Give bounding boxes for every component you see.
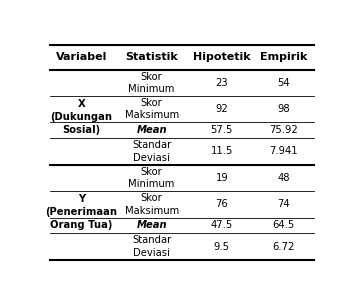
Text: Mean: Mean (136, 220, 167, 230)
Text: 76: 76 (215, 199, 228, 209)
Text: X
(Dukungan
Sosial): X (Dukungan Sosial) (50, 99, 113, 135)
Text: Y
(Penerimaan
Orang Tua): Y (Penerimaan Orang Tua) (45, 194, 118, 230)
Text: Empirik: Empirik (260, 52, 307, 62)
Text: 64.5: 64.5 (273, 220, 295, 230)
Text: 19: 19 (215, 173, 228, 183)
Text: 57.5: 57.5 (211, 125, 233, 135)
Text: Variabel: Variabel (56, 52, 107, 62)
Text: 92: 92 (215, 104, 228, 114)
Text: 74: 74 (277, 199, 290, 209)
Text: Skor
Minimum: Skor Minimum (129, 72, 175, 94)
Text: 11.5: 11.5 (211, 146, 233, 157)
Text: Skor
Minimum: Skor Minimum (129, 167, 175, 189)
Text: Hipotetik: Hipotetik (193, 52, 251, 62)
Text: Mean: Mean (136, 125, 167, 135)
Text: Standar
Deviasi: Standar Deviasi (132, 140, 171, 162)
Text: 48: 48 (278, 173, 290, 183)
Text: 23: 23 (215, 78, 228, 88)
Text: Skor
Maksimum: Skor Maksimum (125, 193, 179, 216)
Text: Statistik: Statistik (125, 52, 178, 62)
Text: 75.92: 75.92 (269, 125, 298, 135)
Text: 54: 54 (277, 78, 290, 88)
Text: Standar
Deviasi: Standar Deviasi (132, 235, 171, 258)
Text: 47.5: 47.5 (211, 220, 233, 230)
Text: 7.941: 7.941 (269, 146, 298, 157)
Text: 98: 98 (277, 104, 290, 114)
Text: Skor
Maksimum: Skor Maksimum (125, 98, 179, 121)
Text: 6.72: 6.72 (273, 241, 295, 252)
Text: 9.5: 9.5 (214, 241, 230, 252)
